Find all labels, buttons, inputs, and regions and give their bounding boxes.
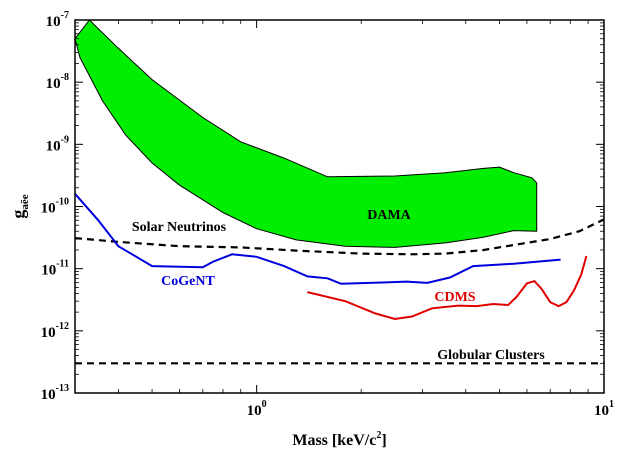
y-tick-label: 10-9 bbox=[46, 134, 69, 154]
solar-neutrinos-line bbox=[75, 218, 604, 256]
dama-region bbox=[75, 20, 538, 248]
series-group bbox=[75, 20, 604, 365]
solar-neutrinos-label: Solar Neutrinos bbox=[132, 220, 227, 235]
y-tick-label: 10-13 bbox=[41, 383, 69, 403]
dama-label: DAMA bbox=[367, 208, 411, 223]
cdms-label: CDMS bbox=[434, 290, 475, 305]
y-tick-label: 10-8 bbox=[46, 72, 69, 92]
y-tick-label: 10-12 bbox=[41, 321, 69, 341]
cogent-line bbox=[75, 193, 561, 285]
y-axis-label: gaēe bbox=[8, 194, 31, 218]
x-tick-label: 100 bbox=[247, 399, 267, 419]
y-tick-label: 10-11 bbox=[41, 259, 69, 279]
x-tick-label: 101 bbox=[594, 399, 614, 419]
y-tick-label: 10-7 bbox=[46, 10, 69, 30]
cdms-line bbox=[307, 255, 588, 321]
plot-area bbox=[75, 20, 604, 365]
y-tick-label: 10-10 bbox=[41, 197, 69, 217]
ticks bbox=[74, 19, 605, 394]
x-axis-label: Mass [keV/c2] bbox=[292, 430, 386, 449]
globular-clusters-label: Globular Clusters bbox=[437, 348, 545, 363]
cogent-label: CoGeNT bbox=[161, 274, 215, 289]
